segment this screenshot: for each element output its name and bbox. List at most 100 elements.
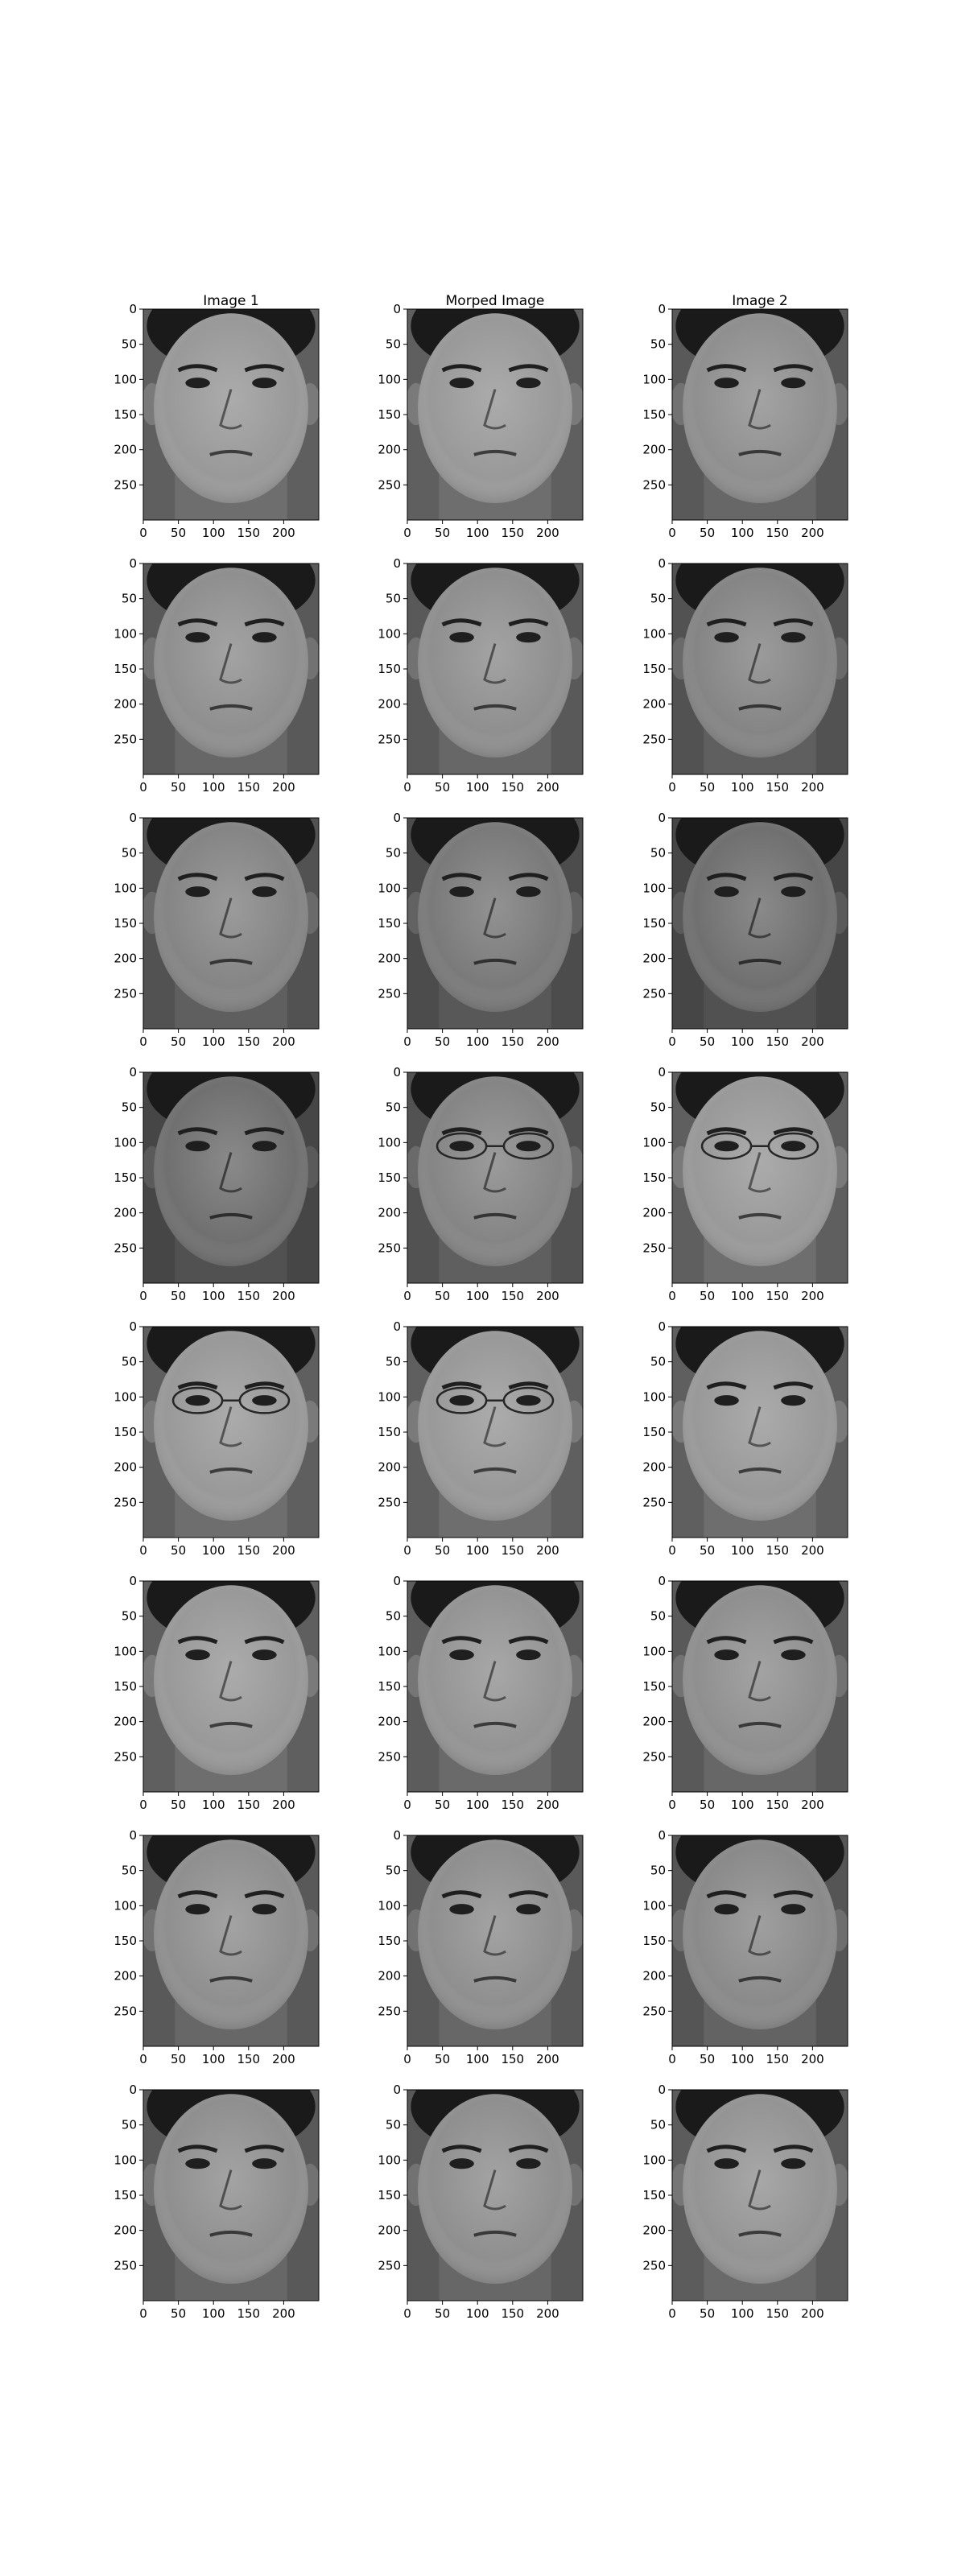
x-tick-label-0: 0 xyxy=(403,1034,411,1049)
x-tick-label-0: 0 xyxy=(668,2306,676,2321)
right-eyebrow xyxy=(244,2145,285,2153)
y-tick-label-200: 200 xyxy=(642,1206,666,1220)
x-tick-label-150: 150 xyxy=(237,2052,260,2066)
y-tick-label-250: 250 xyxy=(114,477,137,492)
y-tick-label-250: 250 xyxy=(114,1241,137,1255)
y-tick-label-250: 250 xyxy=(114,732,137,746)
mouth xyxy=(738,1975,782,1983)
nose xyxy=(483,643,506,684)
y-tick-label-50: 50 xyxy=(122,1609,137,1624)
face-shading xyxy=(154,1839,308,2030)
y-tick-label-150: 150 xyxy=(378,407,401,422)
y-tick-label-150: 150 xyxy=(114,1679,137,1694)
left-eyebrow xyxy=(706,2145,747,2153)
nose xyxy=(483,1152,506,1193)
x-tick-label-50: 50 xyxy=(700,1034,715,1049)
y-tick-label-150: 150 xyxy=(642,1425,666,1439)
face-panel-r5-c1: 0 50 100 150 200 0 50 100 150 200 250 xyxy=(114,1319,320,1558)
x-tick-label-50: 50 xyxy=(435,2306,450,2321)
y-tick-label-50: 50 xyxy=(650,337,666,352)
right-eye xyxy=(516,886,541,898)
face-image xyxy=(672,309,848,520)
right-eye xyxy=(781,1904,806,1915)
x-tick-label-100: 100 xyxy=(731,2052,754,2066)
y-tick-label-50: 50 xyxy=(122,2118,137,2132)
x-tick-label-50: 50 xyxy=(435,1289,450,1303)
right-eyebrow xyxy=(508,1636,549,1645)
left-eyebrow xyxy=(177,618,218,627)
left-eye xyxy=(185,1904,210,1915)
y-tick-label-100: 100 xyxy=(378,1898,401,1913)
y-tick-label-150: 150 xyxy=(378,2188,401,2202)
y-tick-label-100: 100 xyxy=(642,1898,666,1913)
face-shading xyxy=(683,2094,837,2285)
y-tick-label-0: 0 xyxy=(658,302,666,316)
left-eye xyxy=(185,2158,210,2169)
right-eyebrow xyxy=(773,2145,814,2153)
right-eye xyxy=(781,1395,806,1406)
face-image xyxy=(143,1327,319,1538)
y-tick-label-250: 250 xyxy=(114,1749,137,1764)
x-tick-label-200: 200 xyxy=(536,1798,559,1812)
x-tick-label-0: 0 xyxy=(668,780,676,795)
mouth xyxy=(473,1212,517,1220)
face-image xyxy=(407,564,583,774)
face-shading xyxy=(154,2094,308,2285)
x-tick-label-150: 150 xyxy=(766,780,789,795)
y-tick-label-100: 100 xyxy=(114,2153,137,2167)
x-tick-label-100: 100 xyxy=(731,780,754,795)
y-tick-label-250: 250 xyxy=(378,1495,401,1509)
y-tick-label-150: 150 xyxy=(642,916,666,931)
x-tick-label-50: 50 xyxy=(435,526,450,540)
nose xyxy=(483,898,506,939)
nose xyxy=(483,1915,506,1956)
x-tick-label-150: 150 xyxy=(501,780,524,795)
y-tick-label-250: 250 xyxy=(642,1495,666,1509)
y-tick-label-50: 50 xyxy=(650,1609,666,1624)
face-image xyxy=(672,818,848,1029)
x-tick-label-200: 200 xyxy=(536,2052,559,2066)
x-tick-label-150: 150 xyxy=(766,2052,789,2066)
x-tick-label-0: 0 xyxy=(139,780,147,795)
mouth xyxy=(209,2230,253,2237)
face-panel-r7-c2: 0 50 100 150 200 0 50 100 150 200 250 xyxy=(378,1828,584,2066)
right-eye xyxy=(516,1141,541,1152)
left-eye xyxy=(185,886,210,898)
mouth xyxy=(209,1212,253,1220)
y-tick-label-250: 250 xyxy=(642,1749,666,1764)
y-tick-label-100: 100 xyxy=(378,1389,401,1404)
x-tick-label-200: 200 xyxy=(272,1289,295,1303)
x-tick-label-150: 150 xyxy=(501,1543,524,1558)
x-tick-label-50: 50 xyxy=(700,780,715,795)
x-tick-label-0: 0 xyxy=(668,1798,676,1812)
y-tick-label-50: 50 xyxy=(386,592,401,606)
face-image xyxy=(407,1581,583,1792)
y-tick-label-100: 100 xyxy=(378,626,401,641)
y-tick-label-0: 0 xyxy=(393,1828,401,1843)
y-tick-label-50: 50 xyxy=(386,1864,401,1878)
y-tick-label-0: 0 xyxy=(129,1828,137,1843)
x-tick-label-200: 200 xyxy=(536,2306,559,2321)
face-image xyxy=(407,309,583,520)
x-tick-label-200: 200 xyxy=(801,1289,824,1303)
y-tick-label-200: 200 xyxy=(114,952,137,966)
y-tick-label-50: 50 xyxy=(122,337,137,352)
x-tick-label-150: 150 xyxy=(237,1034,260,1049)
y-tick-label-150: 150 xyxy=(114,662,137,676)
right-eyebrow xyxy=(773,1890,814,1899)
face-panel-r7-c1: 0 50 100 150 200 0 50 100 150 200 250 xyxy=(114,1828,320,2066)
y-tick-label-150: 150 xyxy=(378,1934,401,1948)
face-panel-r4-c1: 0 50 100 150 200 0 50 100 150 200 250 xyxy=(114,1065,320,1303)
y-tick-label-100: 100 xyxy=(378,1644,401,1658)
x-tick-label-0: 0 xyxy=(139,1289,147,1303)
x-tick-label-200: 200 xyxy=(536,526,559,540)
x-tick-label-150: 150 xyxy=(237,2306,260,2321)
face-shading xyxy=(154,1331,308,1521)
mouth xyxy=(473,1467,517,1474)
y-tick-label-250: 250 xyxy=(378,732,401,746)
y-tick-label-200: 200 xyxy=(378,1206,401,1220)
left-eye xyxy=(714,1649,739,1661)
left-eye xyxy=(714,1395,739,1406)
y-tick-label-100: 100 xyxy=(114,881,137,895)
